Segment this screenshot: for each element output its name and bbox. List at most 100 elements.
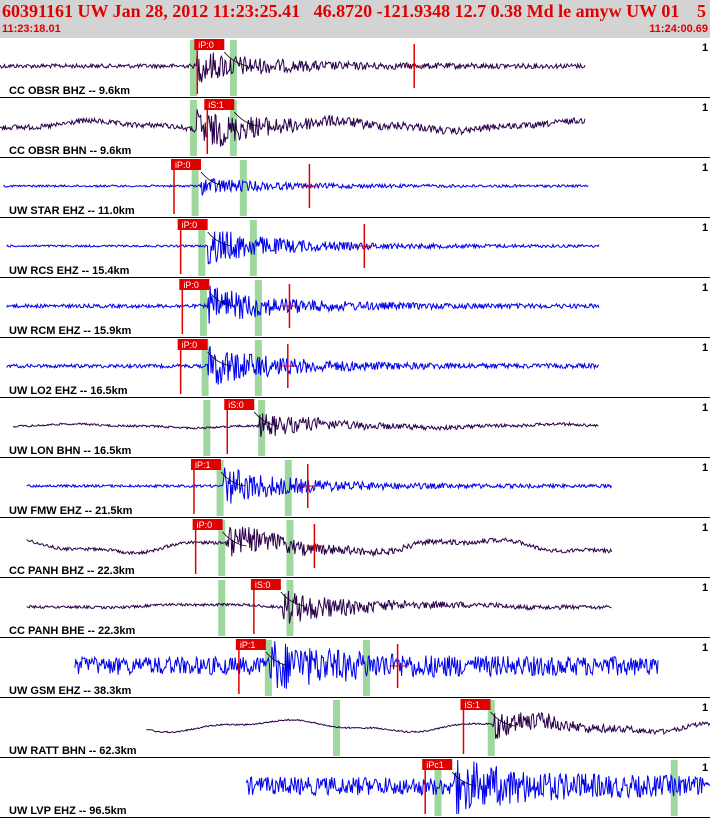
waveform-trace	[6, 285, 600, 324]
station-label: CC PANH BHE -- 22.3km	[9, 625, 136, 637]
trace-row: iS:0 CC PANH BHE -- 22.3km 1	[0, 579, 710, 638]
phase-pick-flag	[460, 699, 491, 710]
trace-row: iP:0 CC OBSR BHZ -- 9.6km 1	[0, 39, 710, 98]
window-marker-start	[198, 220, 206, 276]
trace-scale-label: 1	[702, 102, 708, 114]
start-time-label: 11:23:18.01	[2, 23, 61, 35]
station-label: UW GSM EHZ -- 38.3km	[9, 685, 131, 697]
travel-time-curve	[253, 411, 279, 427]
window-marker-end	[239, 160, 247, 216]
waveform-trace	[0, 52, 586, 83]
station-label: UW RATT BHN -- 62.3km	[9, 745, 137, 757]
trace-row: iP:0 UW STAR EHZ -- 11.0km 1	[0, 159, 710, 218]
station-label: CC OBSR BHN -- 9.6km	[9, 145, 131, 157]
station-label: UW FMW EHZ -- 21.5km	[9, 505, 133, 517]
phase-pick-label: iP:0	[183, 280, 199, 290]
phase-pick-label: iP:1	[240, 640, 256, 650]
window-marker-start	[264, 640, 272, 696]
trace-scale-label: 1	[702, 522, 708, 534]
phase-pick-flag	[250, 579, 281, 590]
phase-pick-label: iP:1	[195, 460, 211, 470]
station-label: UW RCM EHZ -- 15.9km	[9, 325, 131, 337]
window-marker-start	[218, 580, 226, 636]
travel-time-curve	[209, 291, 234, 307]
waveform-trace	[146, 712, 710, 739]
trace-row: iP:0 UW RCM EHZ -- 15.9km 1	[0, 279, 710, 338]
waveform-trace	[6, 231, 600, 265]
waveform-trace	[245, 759, 710, 815]
window-marker-start	[218, 520, 226, 576]
window-marker-start	[191, 160, 199, 216]
phase-pick-label: iP:0	[182, 340, 198, 350]
trace-scale-label: 1	[702, 42, 708, 54]
trace-scale-label: 1	[702, 702, 708, 714]
phase-pick-label: iP:0	[197, 520, 213, 530]
travel-time-curve	[222, 531, 247, 547]
trace-scale-label: 1	[702, 162, 708, 174]
window-marker-end	[254, 280, 262, 336]
travel-time-curve	[220, 471, 246, 487]
end-time-label: 11:24:00.69	[649, 23, 708, 35]
trace-row: iP:1 UW GSM EHZ -- 38.3km 1	[0, 639, 710, 698]
travel-time-curve	[451, 771, 477, 787]
station-label: UW RCS EHZ -- 15.4km	[9, 265, 130, 277]
station-label: CC OBSR BHZ -- 9.6km	[9, 85, 130, 97]
window-marker-start	[216, 460, 224, 516]
window-marker-start	[203, 400, 211, 456]
trace-scale-label: 1	[702, 222, 708, 234]
trace-row: iS:0 UW LON BHN -- 16.5km 1	[0, 399, 710, 458]
phase-pick-label: iP:0	[175, 160, 191, 170]
trace-scale-label: 1	[702, 582, 708, 594]
phase-pick-flag	[177, 219, 208, 230]
phase-pick-flag	[179, 279, 210, 290]
seismogram-plot[interactable]: iP:0 CC OBSR BHZ -- 9.6km 1 iS:1 CC OBSR BHN…	[0, 38, 710, 818]
station-label: UW LON BHN -- 16.5km	[9, 445, 131, 457]
waveform-trace	[12, 413, 599, 437]
waveform-trace	[26, 467, 613, 504]
window-marker-end	[286, 580, 294, 636]
station-label: UW LVP EHZ -- 96.5km	[9, 805, 127, 817]
waveform-trace	[3, 177, 589, 196]
phase-pick-label: iS:1	[208, 100, 224, 110]
window-marker-start	[201, 340, 209, 396]
window-marker-start	[189, 100, 197, 156]
trace-scale-label: 1	[702, 642, 708, 654]
phase-pick-label: iS:1	[464, 700, 480, 710]
trace-row: iP:0 CC PANH BHZ -- 22.3km 1	[0, 519, 710, 578]
phase-pick-label: iP:0	[182, 220, 198, 230]
waveform-trace	[6, 345, 600, 385]
travel-time-curve	[265, 651, 290, 667]
window-marker-end	[362, 640, 370, 696]
phase-pick-flag	[171, 159, 202, 170]
event-header: 60391161 UW Jan 28, 2012 11:23:25.41 46.…	[0, 0, 710, 38]
waveform-trace	[26, 526, 613, 558]
window-marker-end	[284, 460, 292, 516]
travel-time-curve	[207, 351, 232, 367]
waveform-trace	[74, 641, 659, 689]
station-label: UW LO2 EHZ -- 16.5km	[9, 385, 128, 397]
phase-pick-label: iP:0	[198, 40, 214, 50]
trace-scale-label: 1	[702, 342, 708, 354]
travel-time-curve	[490, 711, 515, 727]
phase-pick-flag	[177, 339, 208, 350]
phase-pick-flag	[192, 519, 223, 530]
trace-row: iP:0 UW RCS EHZ -- 15.4km 1	[0, 219, 710, 278]
travel-time-curve	[223, 51, 249, 67]
travel-time-curve	[200, 171, 226, 187]
phase-pick-flag	[190, 459, 221, 470]
station-label: CC PANH BHZ -- 22.3km	[9, 565, 135, 577]
event-title: 60391161 UW Jan 28, 2012 11:23:25.41 46.…	[2, 1, 680, 21]
phase-pick-flag	[235, 639, 266, 650]
phase-pick-flag	[194, 39, 225, 50]
window-marker-end	[487, 700, 495, 756]
phase-pick-label: iPc1	[426, 760, 444, 770]
waveform-trace	[26, 590, 612, 624]
station-label: UW STAR EHZ -- 11.0km	[9, 205, 135, 217]
trace-row: iP:0 UW LO2 EHZ -- 16.5km 1	[0, 339, 710, 398]
trace-row: iP:1 UW FMW EHZ -- 21.5km 1	[0, 459, 710, 518]
phase-pick-flag	[204, 99, 235, 110]
waveform-trace	[0, 109, 586, 147]
phase-pick-flag	[224, 399, 255, 410]
trace-scale-label: 1	[702, 462, 708, 474]
phase-pick-label: iS:0	[228, 400, 244, 410]
